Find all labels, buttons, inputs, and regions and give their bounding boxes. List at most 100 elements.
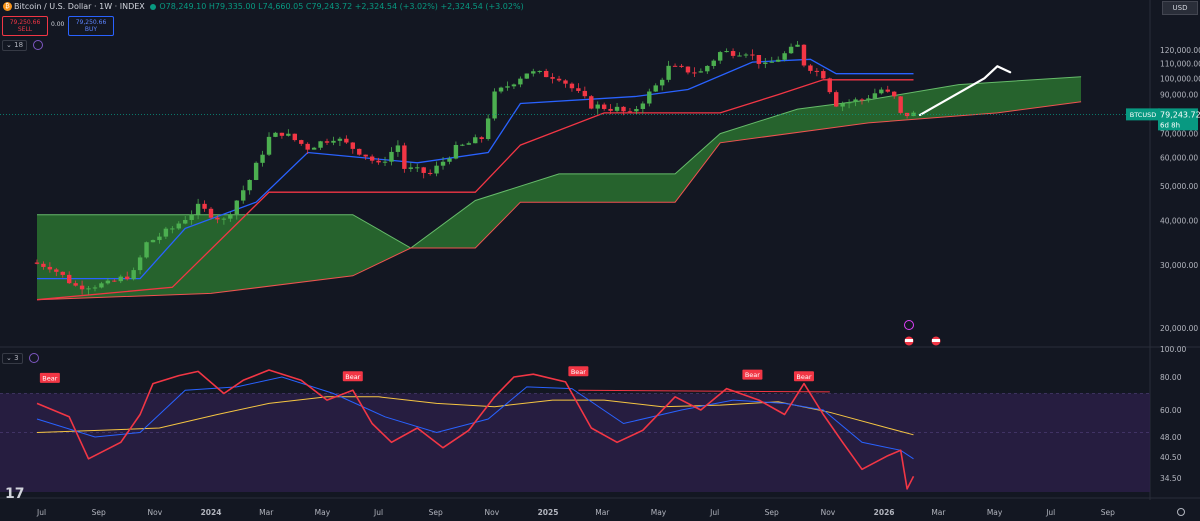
candle-body xyxy=(614,106,620,111)
candle-body xyxy=(859,99,865,101)
candle-body xyxy=(724,51,729,53)
candle-body xyxy=(782,53,787,60)
candle xyxy=(814,68,820,77)
candle xyxy=(163,226,169,239)
candle xyxy=(634,105,639,115)
candle xyxy=(717,50,723,64)
candle xyxy=(189,210,194,225)
candle-body xyxy=(653,85,658,92)
candle xyxy=(511,83,517,89)
candle xyxy=(608,104,613,115)
spread-value: 0.00 xyxy=(51,21,65,28)
bear-label: Bear xyxy=(39,372,60,383)
candle-body xyxy=(299,140,304,144)
last-price-badge xyxy=(1158,108,1198,131)
candle-body xyxy=(189,214,194,220)
candle xyxy=(518,76,523,88)
currency-selector[interactable]: USD xyxy=(1162,1,1198,15)
price-indicators-toggle[interactable]: ⌄ 18 xyxy=(2,40,28,51)
time-tick-label: Mar xyxy=(931,508,946,517)
candle-body xyxy=(118,276,123,282)
candle xyxy=(260,150,265,167)
candle-body xyxy=(344,138,349,143)
rsi-tick-label: 80.00 xyxy=(1160,373,1182,382)
candles xyxy=(34,40,916,295)
candle-body xyxy=(647,91,652,104)
candle-body xyxy=(157,236,162,241)
candle xyxy=(202,200,207,212)
candle xyxy=(640,101,646,114)
candle-body xyxy=(408,167,414,169)
candle xyxy=(363,154,368,160)
candle xyxy=(440,157,446,170)
candle xyxy=(582,86,588,99)
candle-body xyxy=(730,51,736,56)
candle-body xyxy=(150,240,156,243)
price-tick-label: 30,000.00 xyxy=(1160,261,1198,270)
candle xyxy=(357,148,362,156)
candle-body xyxy=(144,242,149,258)
candle xyxy=(601,102,607,111)
candle-body xyxy=(866,98,871,101)
candle xyxy=(898,96,903,116)
settings-gear-icon[interactable] xyxy=(1177,508,1185,516)
symbol-title[interactable]: Bitcoin / U.S. Dollar · 1W · INDEX xyxy=(14,2,145,11)
candle-body xyxy=(492,91,497,119)
candle-body xyxy=(685,66,691,73)
countdown-value: 6d 8h xyxy=(1160,121,1180,129)
candle xyxy=(846,99,852,109)
candle xyxy=(241,185,246,204)
candle-body xyxy=(34,262,40,264)
candle-body xyxy=(363,154,368,157)
chevron-down-icon: ⌄ xyxy=(6,354,12,362)
candle-body xyxy=(666,65,671,80)
candle-body xyxy=(827,78,832,93)
candle-body xyxy=(260,154,265,163)
candle xyxy=(318,140,323,150)
tenkan-line xyxy=(37,58,914,280)
bear-label-text: Bear xyxy=(345,373,360,381)
candle-body xyxy=(550,77,555,79)
candle-body xyxy=(750,54,755,56)
time-tick-label: 2025 xyxy=(538,508,559,517)
candle-body xyxy=(608,108,613,111)
ohlc-readout: O78,249.10 H79,335.00 L74,660.05 C79,243… xyxy=(159,2,524,11)
rsi-indicators-toggle[interactable]: ⌄ 3 xyxy=(2,353,23,364)
candle xyxy=(279,132,285,139)
candle-body xyxy=(170,228,175,230)
candle xyxy=(47,262,53,273)
candle xyxy=(821,69,826,79)
candle-body xyxy=(775,59,781,62)
candle xyxy=(698,68,704,73)
candle xyxy=(685,66,691,75)
candle xyxy=(415,163,420,173)
time-tick-label: Mar xyxy=(595,508,610,517)
candle xyxy=(402,142,407,173)
buy-button[interactable]: 79,250.66 BUY xyxy=(68,16,114,36)
candle-body xyxy=(872,93,878,99)
indicator-settings-icon[interactable] xyxy=(33,40,43,50)
candle-body xyxy=(292,133,297,141)
candle-body xyxy=(634,108,639,112)
bear-label: Bear xyxy=(342,371,363,382)
candle xyxy=(183,215,188,225)
candle xyxy=(614,103,620,113)
candle-body xyxy=(266,136,272,155)
candle-body xyxy=(234,200,239,215)
candle xyxy=(157,232,162,244)
candle xyxy=(672,63,678,67)
candle xyxy=(795,40,800,47)
candle-body xyxy=(440,161,446,166)
candle-body xyxy=(717,52,723,61)
candle-body xyxy=(402,145,407,169)
indicator-settings-icon[interactable] xyxy=(29,353,39,363)
candle xyxy=(324,138,330,145)
candle-body xyxy=(911,112,916,117)
candle-body xyxy=(808,65,813,71)
sell-button[interactable]: 79,250.66 SELL xyxy=(2,16,48,36)
rsi-fast-ma-line xyxy=(36,376,914,460)
candle-body xyxy=(531,71,536,74)
candle xyxy=(105,278,111,285)
candle-body xyxy=(672,65,678,67)
